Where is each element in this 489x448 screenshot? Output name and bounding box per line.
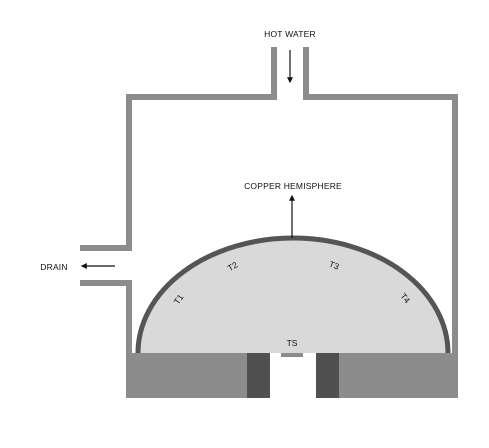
base-block-center xyxy=(270,356,316,398)
t2-label: T2 xyxy=(226,259,240,273)
support-post-right xyxy=(316,353,339,398)
ts-label: TS xyxy=(287,338,298,348)
support-post-left xyxy=(247,353,270,398)
copper-hemisphere xyxy=(138,238,448,353)
t3-label: T3 xyxy=(328,259,341,272)
base-block-right xyxy=(334,353,458,398)
copper-hemisphere-outline xyxy=(135,235,451,354)
drain-label: DRAIN xyxy=(40,262,67,272)
hot-water-label: HOT WATER xyxy=(264,29,316,39)
ts-sensor-mount xyxy=(281,352,303,357)
base-block-left xyxy=(126,353,250,398)
tank-walls xyxy=(80,47,458,354)
copper-hemisphere-label: COPPER HEMISPHERE xyxy=(244,181,342,191)
